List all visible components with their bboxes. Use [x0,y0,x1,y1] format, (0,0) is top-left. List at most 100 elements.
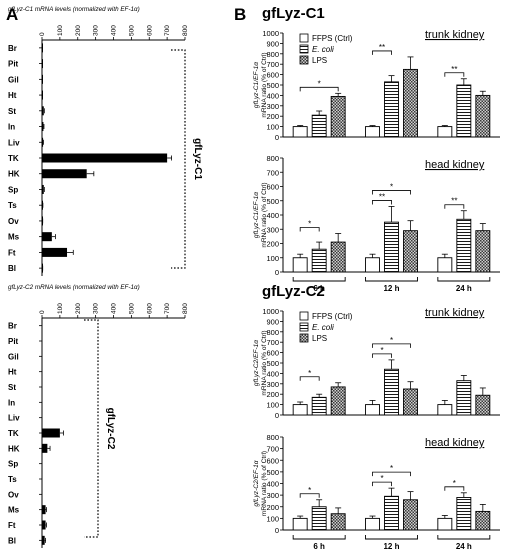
bar-ffps-ctrl-6-h [292,257,308,273]
tissue-label-ts: Ts [8,475,17,484]
bar-e-coli-6-h [311,248,327,273]
significance-label: * [308,486,311,495]
chart-title: gfLyz-C1 mRNA levels (normalized with EF… [8,6,140,13]
bar-e-coli-6-h [311,396,327,416]
bar-lps-6-h [330,95,346,138]
bar-ht [42,90,43,100]
bar-ffps-ctrl-6-h [292,517,308,531]
bar-e-coli-12-h [384,221,399,273]
significance-bracket [299,227,320,232]
y-tick-label: 700 [266,168,279,177]
significance-label: * [308,369,311,378]
significance-label: * [453,479,456,488]
bar-lps-6-h [330,386,346,416]
gene-title-lyz-c2: gfLyz-C2 [262,283,325,300]
tissue-label-bl: Bl [8,536,16,545]
tissue-label-tk: TK [8,154,19,163]
x-tick-label: 300 [93,303,100,314]
bar-hk [42,169,87,179]
tissue-label-hk: HK [8,444,20,453]
head-kidney-chart-lyz-c2: 0 100 200 300 400 500 600 700 800 gfLyz-C2/EF-1α m… [253,433,500,550]
bar-lps-12-h [403,388,418,416]
bar-in [42,122,44,132]
y-tick-label: 900 [266,317,279,326]
tissue-label-liv: Liv [8,138,20,147]
significance-bracket [372,190,411,195]
legend-swatch-ffps-ctrl [299,33,309,43]
bar-sp [42,184,44,194]
legend-label-e-coli: E. coli [312,45,334,54]
bar-tk [42,428,60,438]
legend-swatch-ffps-ctrl [299,311,309,321]
tissue-chart-lyz-c1: gfLyz-C1 mRNA levels (normalized with EF… [8,6,203,276]
gene-title-lyz-c1: gfLyz-C1 [262,5,325,22]
tissue-label: trunk kidney [425,307,485,319]
gene-label: gfLyz-C2 [105,408,116,450]
x-tick-label: 700 [164,25,171,36]
y-tick-label: 100 [266,401,279,410]
legend-swatch-e-coli [299,322,309,332]
x-tick-label: 400 [111,303,118,314]
significance-label: ** [379,192,385,201]
x-tick-label: 800 [182,25,189,36]
tissue-label: trunk kidney [425,29,485,41]
significance-label: ** [451,197,457,206]
tissue-label-br: Br [8,44,17,53]
tissue-label-hk: HK [8,170,20,179]
bar-gil [42,74,43,84]
tissue-label-ms: Ms [8,506,20,515]
bar-e-coli-12-h [384,495,399,531]
y-tick-label: 1000 [262,29,279,38]
tissue-label-sp: Sp [8,460,18,469]
y-tick-label: 200 [266,390,279,399]
y-tick-label: 200 [266,503,279,512]
tissue-label-ts: Ts [8,201,17,210]
tissue-label-ht: Ht [8,368,17,377]
bar-e-coli-24-h [456,497,472,531]
tissue-label-ft: Ft [8,248,16,257]
significance-label: * [308,220,311,229]
dotted-bracket [84,319,99,538]
x-tick-label: 600 [146,25,153,36]
gene-label: gfLyz-C1 [192,138,203,180]
significance-bracket [372,471,411,477]
y-tick-label: 100 [266,123,279,132]
x-category-label-24-h: 24 h [456,284,472,293]
y-tick-label: 1000 [262,307,279,316]
y-tick-label: 0 [275,133,279,142]
tissue-chart-lyz-c2: gfLyz-C2 mRNA levels (normalized with EF… [8,284,189,548]
group-bracket-24-h [437,277,491,282]
legend-label-lps: LPS [312,56,327,65]
significance-bracket [299,493,320,498]
significance-bracket [372,343,411,348]
bar-e-coli-24-h [456,380,472,416]
bar-lps-12-h [403,230,418,273]
bar-liv [42,137,44,147]
x-tick-label: 400 [111,25,118,36]
y-tick-label: 0 [275,411,279,420]
y-tick-label: 300 [266,225,279,234]
x-tick-label: 700 [164,303,171,314]
y-tick-label: 200 [266,112,279,121]
y-tick-label: 0 [275,268,279,277]
tissue-label: head kidney [425,159,485,171]
y-tick-label: 500 [266,197,279,206]
y-tick-label: 200 [266,240,279,249]
y-tick-label: 500 [266,468,279,477]
tissue-label-ov: Ov [8,490,19,499]
tissue-label-pit: Pit [8,60,19,69]
bar-lps-24-h [475,230,491,273]
bar-hk [42,443,48,453]
bar-br [42,43,43,53]
tissue-label-in: In [8,398,15,407]
y-axis-label-line-1: gfLyz-C2/EF-1α [253,460,260,506]
bar-ffps-ctrl-12-h [365,517,380,531]
y-tick-label: 0 [275,526,279,535]
bar-e-coli-12-h [384,368,399,416]
y-tick-label: 700 [266,338,279,347]
significance-bracket [372,353,392,358]
group-bracket-6-h [292,535,346,540]
y-axis-label-line-1: gfLyz-C1/EF-1α [253,62,260,108]
